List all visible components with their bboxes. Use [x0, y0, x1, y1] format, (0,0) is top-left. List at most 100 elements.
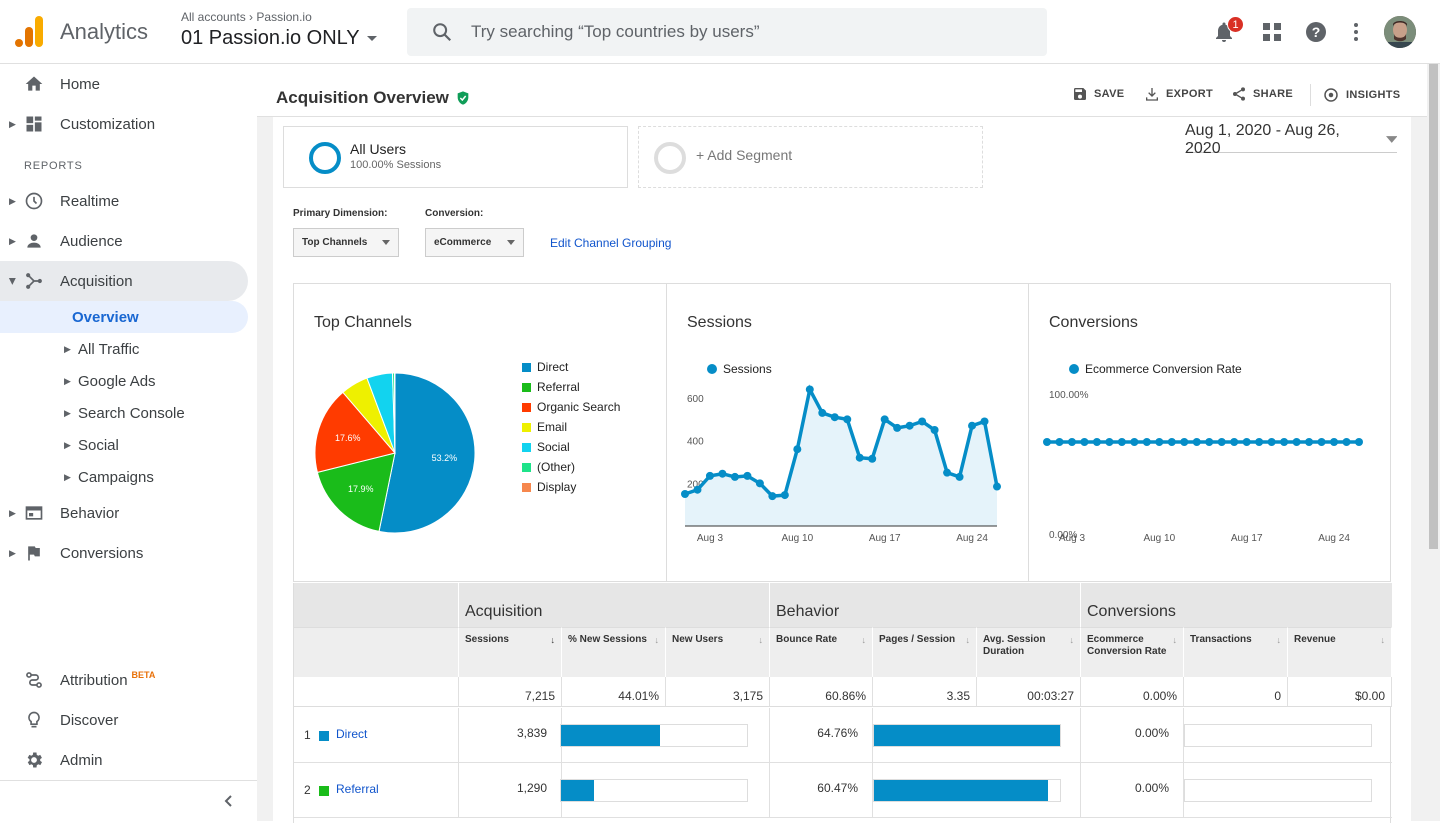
sidebar-item-label: Admin: [60, 751, 103, 769]
sort-arrow-icon: ↓: [550, 635, 556, 645]
segment-all-users[interactable]: All Users 100.00% Sessions: [283, 126, 628, 188]
sort-arrow-icon: ↓: [758, 635, 764, 645]
total-bounce-rate: 60.86%: [770, 677, 873, 707]
sidebar-subitem-search-console[interactable]: ▶ Search Console: [0, 397, 248, 429]
edit-channel-grouping-link[interactable]: Edit Channel Grouping: [550, 236, 672, 250]
sidebar-subitem-overview[interactable]: Overview: [0, 301, 248, 333]
page-scrollbar[interactable]: [1427, 64, 1440, 821]
legend-item-display[interactable]: Display: [522, 480, 576, 494]
sidebar-item-discover[interactable]: Discover: [0, 700, 248, 740]
save-button[interactable]: SAVE: [1072, 86, 1124, 102]
more-vert-icon[interactable]: [1344, 20, 1368, 44]
data-point: [1055, 438, 1064, 446]
conversion-dropdown[interactable]: eCommerce: [425, 228, 524, 257]
channel-link[interactable]: Referral: [336, 782, 379, 796]
sidebar-item-conversions[interactable]: ▶ Conversions: [0, 533, 248, 573]
add-segment-button[interactable]: + Add Segment: [638, 126, 983, 188]
legend-swatch: [522, 442, 531, 452]
legend-label: Email: [537, 420, 568, 434]
dropdown-caret-icon: [382, 240, 390, 245]
legend-swatch: [522, 362, 531, 372]
legend-item-referral[interactable]: Referral: [522, 380, 580, 394]
attribution-icon: [26, 672, 42, 688]
bounce-bar-cell: [873, 763, 1081, 818]
caret-right-icon: ▶: [9, 118, 16, 129]
caret-right-icon: ▶: [9, 507, 16, 518]
data-point: [830, 413, 839, 422]
top-channels-pie-chart[interactable]: 53.2% 17.9% 17.6%: [314, 372, 476, 534]
col-header-sessions[interactable]: Sessions ↓: [459, 627, 562, 677]
sidebar-subitem-google-ads[interactable]: ▶ Google Ads: [0, 365, 248, 397]
legend-label: Social: [537, 440, 570, 454]
sidebar-item-behavior[interactable]: ▶ Behavior: [0, 493, 248, 533]
data-point: [1242, 438, 1251, 446]
apps-grid-icon[interactable]: [1260, 20, 1284, 44]
table-blank-group: [294, 583, 459, 627]
search-bar[interactable]: [407, 8, 1047, 56]
data-point: [955, 472, 964, 481]
bounce-rate-cell: 64.76%: [770, 708, 873, 763]
dashboard-icon: [26, 116, 42, 132]
account-breadcrumb[interactable]: All accounts › Passion.io: [181, 10, 312, 24]
sidebar-item-realtime[interactable]: ▶ Realtime: [0, 181, 248, 221]
legend-item-direct[interactable]: Direct: [522, 360, 568, 374]
legend-item-organic-search[interactable]: Organic Search: [522, 400, 620, 414]
sidebar-subitem-all-traffic[interactable]: ▶ All Traffic: [0, 333, 248, 365]
conversions-line-chart[interactable]: 100.00% 0.00%Aug 3 Aug 10 Aug 17 Aug 24: [1029, 384, 1392, 554]
col-header-bounce-rate[interactable]: Bounce Rate ↓: [770, 627, 873, 677]
sidebar-item-home[interactable]: Home: [0, 64, 248, 104]
sidebar-subitem-label: Overview: [72, 308, 139, 326]
analytics-logo-icon[interactable]: [14, 16, 44, 48]
sidebar-item-acquisition[interactable]: ▶ Acquisition: [0, 261, 248, 301]
sidebar-item-attribution[interactable]: Attribution BETA: [0, 660, 248, 700]
col-header-transactions[interactable]: Transactions ↓: [1184, 627, 1288, 677]
sidebar-item-admin[interactable]: Admin: [0, 740, 248, 780]
scrollbar-thumb[interactable]: [1429, 64, 1438, 549]
col-header-pages-per-session[interactable]: Pages / Session ↓: [873, 627, 977, 677]
col-header-ecommerce-conversion-rate[interactable]: Ecommerce Conversion Rate ↓: [1081, 627, 1184, 677]
user-avatar[interactable]: [1384, 16, 1416, 48]
col-header-new-users[interactable]: New Users ↓: [666, 627, 770, 677]
share-button[interactable]: SHARE: [1231, 86, 1293, 102]
x-tick-label: Aug 24: [956, 533, 988, 544]
y-tick-label: 400: [687, 437, 704, 448]
data-point: [780, 491, 789, 500]
download-icon: [1146, 88, 1158, 101]
sidebar-item-label: Acquisition: [60, 272, 133, 290]
view-name: 01 Passion.io ONLY: [181, 27, 360, 49]
search-input[interactable]: [471, 18, 1031, 46]
legend-item-social[interactable]: Social: [522, 440, 570, 454]
sidebar-item-customization[interactable]: ▶ Customization: [0, 104, 248, 144]
export-button[interactable]: EXPORT: [1144, 86, 1213, 102]
channel-link[interactable]: Direct: [336, 727, 368, 741]
col-header-pct-new-sessions[interactable]: % New Sessions ↓: [562, 627, 666, 677]
page-title-wrap: Acquisition Overview: [276, 88, 471, 108]
bounce-rate-value: 64.76%: [817, 726, 858, 740]
data-point: [943, 468, 952, 477]
legend-item-email[interactable]: Email: [522, 420, 567, 434]
legend-item-other[interactable]: (Other): [522, 460, 575, 474]
col-header-avg-session-duration[interactable]: Avg. Session Duration ↓: [977, 627, 1081, 677]
data-point: [905, 421, 914, 430]
add-segment-label: + Add Segment: [696, 147, 793, 163]
col-header-label: Ecommerce Conversion Rate: [1087, 634, 1167, 657]
primary-dimension-dropdown[interactable]: Top Channels: [293, 228, 399, 257]
view-selector[interactable]: 01 Passion.io ONLY: [181, 27, 378, 50]
col-header-label: New Users: [672, 634, 724, 645]
help-icon[interactable]: ?: [1304, 20, 1328, 44]
sidebar-subitem-campaigns[interactable]: ▶ Campaigns: [0, 461, 248, 493]
sessions-cell: 3,839: [459, 708, 562, 763]
sidebar-subitem-social[interactable]: ▶ Social: [0, 429, 248, 461]
date-range-picker[interactable]: Aug 1, 2020 - Aug 26, 2020: [1185, 122, 1397, 157]
collapse-sidebar-icon[interactable]: [222, 794, 236, 808]
sidebar-item-audience[interactable]: ▶ Audience: [0, 221, 248, 261]
sessions-line-chart[interactable]: 200 400 600 Aug 3 Aug 10 Aug 17 Aug 24: [667, 384, 1030, 554]
insights-button[interactable]: INSIGHTS: [1322, 86, 1400, 104]
breadcrumb-property[interactable]: Passion.io: [256, 10, 312, 24]
data-point: [705, 471, 714, 480]
col-header-revenue[interactable]: Revenue ↓: [1288, 627, 1392, 677]
table-row: 2 Referral 1,290 60.47% 0.00%: [294, 763, 1392, 818]
col-header-label: % New Sessions: [568, 634, 647, 645]
total-ecommerce-conversion-rate: 0.00%: [1081, 677, 1184, 707]
breadcrumb-root[interactable]: All accounts: [181, 10, 246, 24]
